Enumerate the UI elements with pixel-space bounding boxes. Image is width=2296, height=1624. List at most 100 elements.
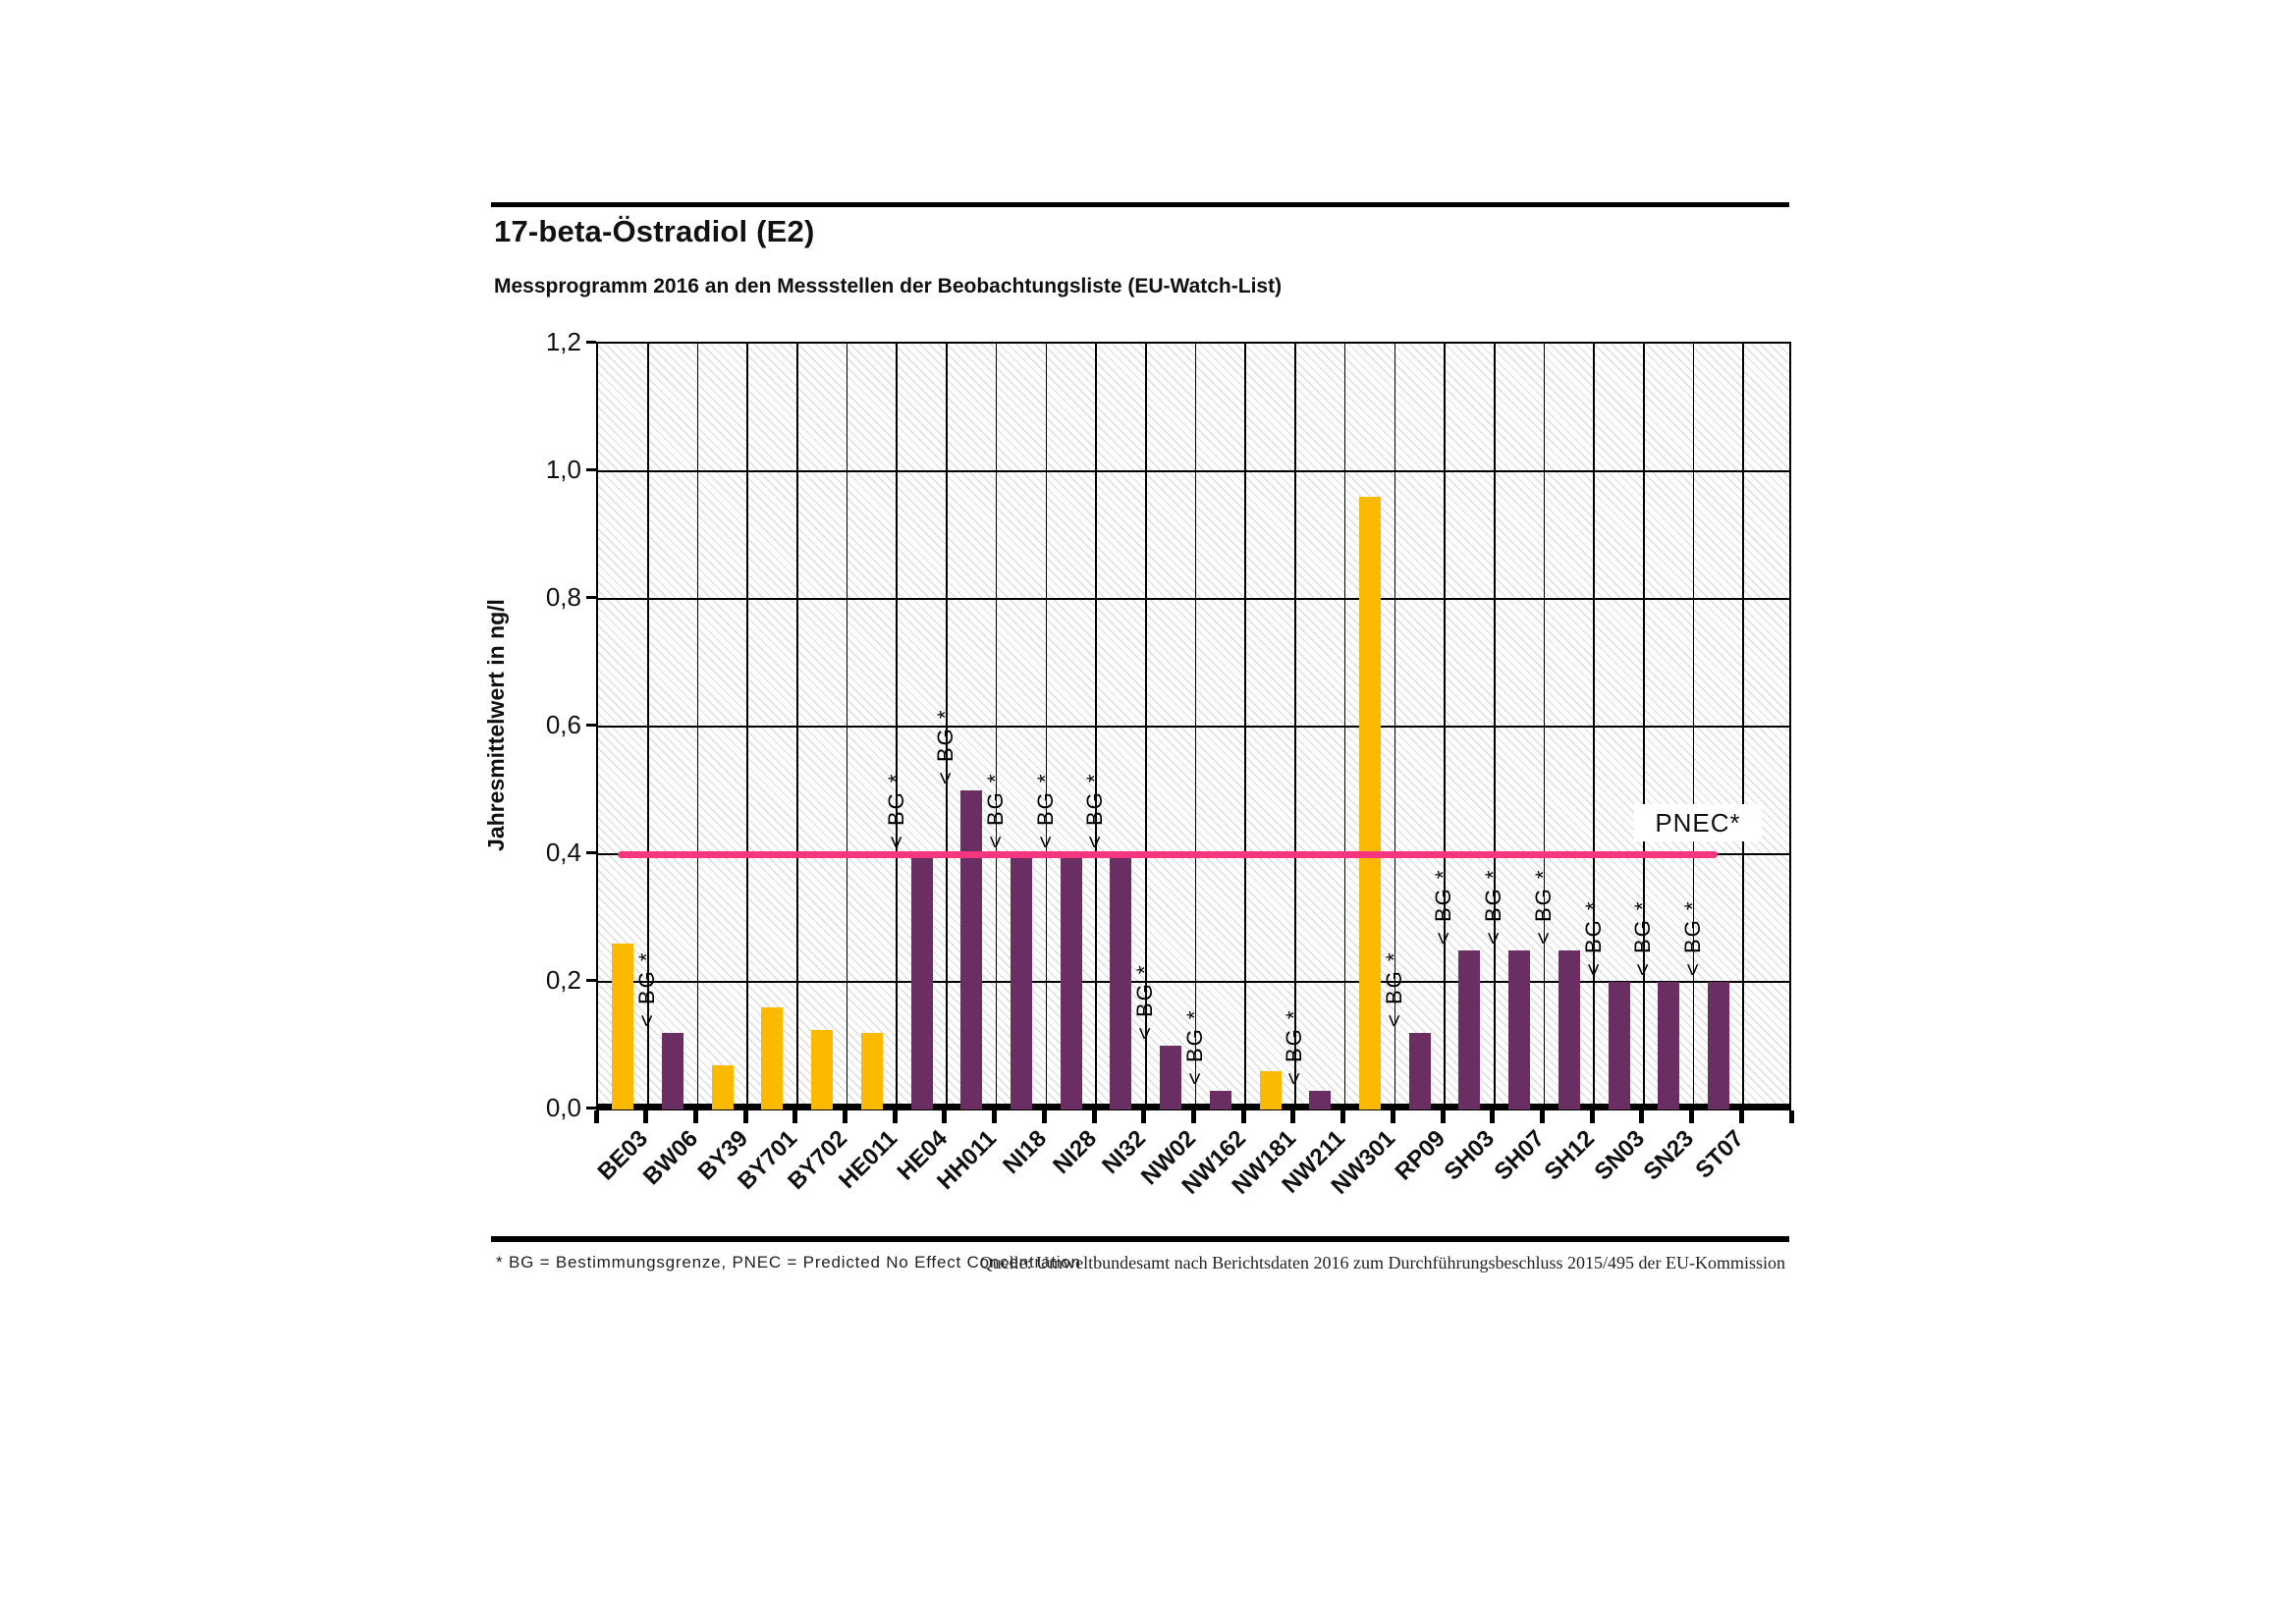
x-tick [593, 1110, 599, 1123]
bar-annotation: < BG * [1381, 950, 1406, 1027]
bar [1259, 1071, 1282, 1110]
x-tick-label: SH03 [1439, 1125, 1501, 1186]
top-rule [491, 202, 1789, 207]
pnec-line [618, 850, 1718, 858]
bar [1309, 1090, 1332, 1110]
grid-line-h [598, 598, 1789, 600]
x-tick [1191, 1110, 1196, 1123]
y-tick [586, 467, 596, 471]
pnec-label: PNEC* [1634, 804, 1762, 841]
bar-annotation: < BG * [1082, 772, 1108, 848]
bar-annotation: < BG * [1282, 1008, 1307, 1085]
grid-line-v [896, 344, 899, 1106]
bar [1209, 1090, 1231, 1110]
grid-line-h [598, 726, 1789, 728]
y-tick-label: 1,0 [545, 455, 581, 484]
bar [1458, 949, 1481, 1110]
bar [1558, 949, 1580, 1110]
grid-line-v [1294, 344, 1296, 1106]
grid-line-v [995, 344, 998, 1106]
x-tick-label: NI18 [998, 1125, 1053, 1179]
chart-title: 17-beta-Östradiol (E2) [494, 214, 815, 248]
x-tick [1788, 1110, 1794, 1123]
x-tick-label: SN23 [1638, 1125, 1700, 1186]
y-tick-label: 0,8 [545, 582, 581, 612]
x-tick [892, 1110, 898, 1123]
x-tick-label: RP09 [1390, 1125, 1450, 1186]
bar-annotation: < BG * [634, 950, 660, 1027]
x-tick [643, 1110, 649, 1123]
bar-annotation: < BG * [1032, 772, 1058, 848]
x-tick-label: SN03 [1589, 1125, 1650, 1186]
footnote-source: Quelle: Umweltbundesamt nach Berichtsdat… [979, 1253, 1785, 1272]
x-tick [1490, 1110, 1496, 1123]
bar [1060, 854, 1082, 1110]
grid-line-v [846, 344, 848, 1106]
bar-annotation: < BG * [1481, 868, 1506, 945]
bottom-rule [491, 1236, 1789, 1242]
y-tick-label: 0,4 [545, 838, 581, 867]
plot-area: < BG * < BG * < BG * < BG * < BG * < BG * < BG… [596, 342, 1791, 1110]
bar-annotation: < BG * [1181, 1008, 1207, 1085]
y-tick [586, 340, 596, 344]
bar [1011, 854, 1033, 1110]
y-tick-label: 0,0 [545, 1093, 581, 1122]
grid-line-v [1244, 344, 1246, 1106]
grid-line-v [796, 344, 798, 1106]
bar [612, 944, 634, 1110]
grid-line-v [746, 344, 748, 1106]
grid-line-v [1593, 344, 1595, 1106]
x-tick [992, 1110, 998, 1123]
grid-line-v [1742, 344, 1745, 1106]
x-axis-line [596, 1104, 1791, 1110]
x-tick [1240, 1110, 1246, 1123]
x-tick [1589, 1110, 1595, 1123]
x-tick [1738, 1110, 1744, 1123]
x-tick [942, 1110, 948, 1123]
x-tick [1290, 1110, 1296, 1123]
bar [1508, 949, 1531, 1110]
bar-annotation: < BG * [1679, 899, 1705, 976]
x-tick-label: SH07 [1489, 1125, 1551, 1186]
grid-line-v [946, 344, 948, 1106]
x-tick [1141, 1110, 1147, 1123]
grid-line-v [1144, 344, 1147, 1106]
grid-line-h [598, 981, 1789, 983]
bar-annotation: < BG * [1630, 899, 1656, 976]
y-tick [586, 1106, 596, 1110]
bar [1110, 854, 1132, 1110]
bar [662, 1033, 684, 1110]
x-tick [1091, 1110, 1097, 1123]
bar-annotation: < BG * [883, 772, 908, 848]
bar [1160, 1046, 1182, 1110]
grid-line-v [1543, 344, 1546, 1106]
bar-annotation: < BG * [933, 708, 958, 785]
grid-line-v [1045, 344, 1048, 1106]
bar [960, 790, 983, 1110]
grid-line-v [646, 344, 649, 1106]
bar [860, 1033, 883, 1110]
grid-line-v [696, 344, 699, 1106]
x-tick [742, 1110, 748, 1123]
bar-annotation: < BG * [1132, 963, 1158, 1040]
y-tick-label: 1,2 [545, 327, 581, 356]
grid-line-v [1394, 344, 1396, 1106]
y-tick [586, 595, 596, 599]
y-tick-label: 0,6 [545, 710, 581, 739]
x-tick [1639, 1110, 1645, 1123]
bar-annotation: < BG * [1580, 899, 1606, 976]
grid-line-v [1643, 344, 1645, 1106]
x-tick-label: ST07 [1690, 1125, 1750, 1184]
chart-subtitle: Messprogramm 2016 an den Messstellen der… [494, 275, 1283, 298]
y-tick-label: 0,2 [545, 965, 581, 995]
bar [1658, 982, 1680, 1110]
x-tick-label: NI28 [1047, 1125, 1102, 1179]
bar-annotation: < BG * [1431, 868, 1456, 945]
bar [711, 1064, 734, 1110]
bar [1408, 1033, 1431, 1110]
x-tick-label: BW06 [637, 1125, 704, 1191]
x-tick [1440, 1110, 1446, 1123]
bar [761, 1007, 784, 1110]
y-tick [586, 978, 596, 982]
